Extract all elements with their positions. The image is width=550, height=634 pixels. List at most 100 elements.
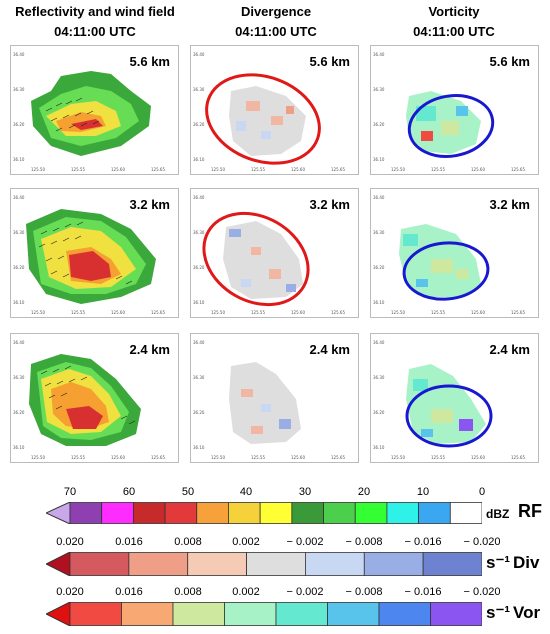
rf-tick: 70 (63, 486, 77, 498)
svg-text:125.55: 125.55 (431, 455, 445, 460)
svg-text:36.10: 36.10 (373, 445, 385, 450)
rf-tick: 30 (298, 486, 312, 498)
column-time-divergence: 04:11:00 UTC (235, 24, 317, 39)
svg-text:125.50: 125.50 (391, 167, 405, 172)
svg-text:125.55: 125.55 (71, 310, 85, 315)
rf-field-2-4km: 36.40 36.30 36.20 36.10 125.50 125.55 125.60 1… (13, 340, 165, 460)
svg-text:125.60: 125.60 (291, 455, 305, 460)
svg-text:125.50: 125.50 (391, 310, 405, 315)
column-title-vorticity: Vorticity (428, 4, 480, 19)
svg-text:36.30: 36.30 (193, 375, 205, 380)
svg-text:36.40: 36.40 (13, 340, 25, 345)
rf-panel-3-2km: 36.40 36.30 36.20 36.10 125.50 125.55 125.60 1… (10, 188, 179, 318)
column-time-reflectivity: 04:11:00 UTC (54, 24, 136, 39)
column-title-reflectivity: Reflectivity and wind field (15, 4, 175, 19)
vor-field-5-6km: 36.40 36.30 36.20 36.10 125.50 125.55 125.60 1… (373, 52, 525, 172)
height-label: 2.4 km (309, 342, 350, 357)
svg-text:36.10: 36.10 (13, 157, 25, 162)
rf-tick: 10 (416, 486, 430, 498)
rf-colorbar (44, 501, 483, 525)
svg-text:36.30: 36.30 (193, 87, 205, 92)
svg-text:36.30: 36.30 (373, 230, 385, 235)
colorbar-extend-arrow (44, 501, 71, 525)
div-panel-5-6km: 36.40 36.30 36.20 36.10 125.50 125.55 125.60 1… (190, 45, 359, 175)
colorbar-extend-arrow (44, 551, 71, 577)
vor-tick: − 0.008 (345, 586, 383, 598)
svg-text:36.10: 36.10 (13, 300, 25, 305)
svg-text:125.55: 125.55 (431, 310, 445, 315)
colorbar-extend-arrow (44, 601, 71, 627)
vor-tick: 0.002 (232, 586, 260, 598)
svg-text:36.40: 36.40 (373, 340, 385, 345)
vor-tick: − 0.016 (404, 586, 442, 598)
colorbar-segment (449, 502, 483, 524)
svg-text:36.20: 36.20 (373, 410, 385, 415)
vor-tick: − 0.002 (286, 586, 324, 598)
colorbar-segment (101, 502, 134, 524)
div-colorbar (44, 551, 483, 577)
svg-text:36.20: 36.20 (13, 122, 25, 127)
svg-text:36.30: 36.30 (13, 375, 25, 380)
svg-text:36.10: 36.10 (193, 157, 205, 162)
colorbar-segment (187, 552, 247, 576)
colorbar-segment (275, 602, 328, 626)
div-field-2-4km: 36.40 36.30 36.20 36.10 125.50 125.55 125.60 1… (193, 340, 345, 460)
rf-field-5-6km: 36.40 36.30 36.20 36.10 125.50 125.55 125.60 1… (13, 52, 165, 172)
rf-colorbar-unit: dBZ (486, 507, 510, 521)
svg-text:125.50: 125.50 (211, 455, 225, 460)
svg-text:125.65: 125.65 (151, 310, 165, 315)
divergence-ellipse (205, 73, 321, 165)
div-tick: − 0.016 (404, 536, 442, 548)
svg-text:36.30: 36.30 (13, 230, 25, 235)
colorbar-segment (164, 502, 198, 524)
svg-text:125.50: 125.50 (211, 167, 225, 172)
height-label: 3.2 km (309, 197, 350, 212)
vor-tick: 0.008 (174, 586, 202, 598)
svg-text:36.10: 36.10 (193, 300, 205, 305)
svg-text:125.65: 125.65 (511, 167, 525, 172)
svg-text:36.10: 36.10 (373, 300, 385, 305)
svg-text:36.40: 36.40 (13, 195, 25, 200)
svg-text:125.55: 125.55 (251, 455, 265, 460)
colorbar-segment (378, 602, 431, 626)
svg-text:36.30: 36.30 (373, 375, 385, 380)
colorbar-segment (69, 552, 130, 576)
vor-colorbar (44, 601, 483, 627)
svg-text:125.60: 125.60 (111, 455, 125, 460)
vor-panel-5-6km: 36.40 36.30 36.20 36.10 125.50 125.55 125.60 1… (370, 45, 539, 175)
div-colorbar-name: Div (513, 553, 540, 572)
colorbar-segment (323, 502, 356, 524)
svg-text:36.20: 36.20 (13, 265, 25, 270)
height-label: 2.4 km (129, 342, 170, 357)
svg-text:36.40: 36.40 (373, 195, 385, 200)
vor-panel-2-4km: 36.40 36.30 36.20 36.10 125.50 125.55 125.60 1… (370, 333, 539, 463)
svg-text:125.55: 125.55 (251, 167, 265, 172)
colorbar-segment (354, 502, 388, 524)
svg-text:125.65: 125.65 (331, 455, 345, 460)
svg-text:125.50: 125.50 (211, 310, 225, 315)
colorbar-segment (246, 552, 306, 576)
column-title-divergence: Divergence (240, 4, 312, 19)
div-tick: − 0.020 (463, 536, 501, 548)
svg-text:125.60: 125.60 (111, 167, 125, 172)
vor-tick: 0.016 (115, 586, 143, 598)
vor-colorbar-unit: s⁻¹ (486, 603, 511, 622)
colorbar-segment (430, 602, 483, 626)
vorticity-ellipse (407, 94, 495, 158)
height-label: 3.2 km (489, 197, 530, 212)
svg-text:125.65: 125.65 (151, 455, 165, 460)
colorbar-segment (121, 602, 174, 626)
colorbar-segment (363, 552, 424, 576)
column-time-vorticity: 04:11:00 UTC (413, 24, 495, 39)
rf-panel-5-6km: 36.40 36.30 36.20 36.10 125.50 125.55 125.60 1… (10, 45, 179, 175)
svg-text:125.55: 125.55 (71, 455, 85, 460)
colorbar-segment (305, 552, 365, 576)
svg-text:125.60: 125.60 (471, 455, 485, 460)
vor-colorbar-ticks: 0.020 0.016 0.008 0.002 − 0.002 − 0.008 … (56, 586, 500, 600)
svg-text:125.60: 125.60 (291, 167, 305, 172)
colorbar-segment (228, 502, 261, 524)
colorbar-segment (327, 602, 380, 626)
svg-text:125.60: 125.60 (471, 167, 485, 172)
div-tick: 0.020 (56, 536, 84, 548)
div-colorbar-ticks: 0.020 0.016 0.008 0.002 − 0.002 − 0.008 … (56, 536, 500, 550)
